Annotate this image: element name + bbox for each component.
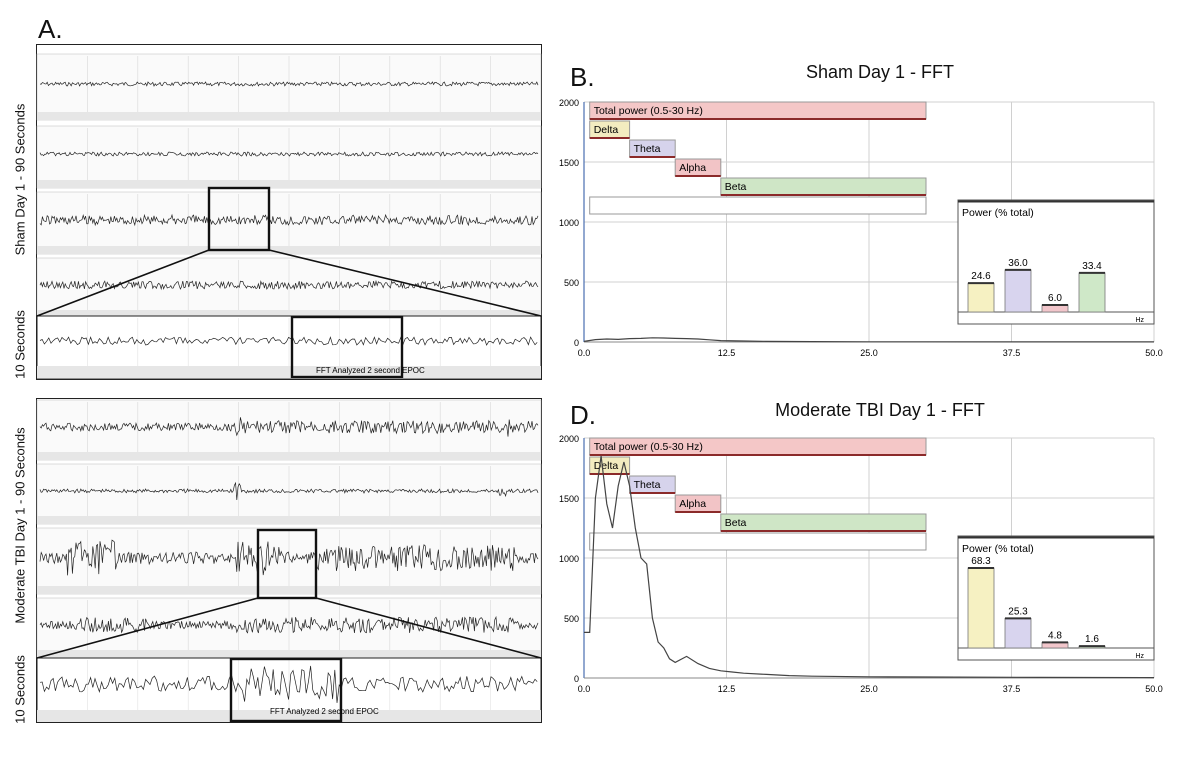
eeg-side-label-sham: Sham Day 1 - 90 Seconds xyxy=(12,103,28,256)
x-tick-label: 25.0 xyxy=(860,684,878,694)
zoom-connector-right xyxy=(268,249,542,317)
zoom-connector-left xyxy=(36,597,259,659)
zoom-connector-left xyxy=(36,249,210,317)
inset-bar-theta xyxy=(1004,269,1032,313)
empty-band-row xyxy=(589,532,927,551)
inset-value-label: 25.3 xyxy=(1008,606,1028,617)
fft-epoch-box xyxy=(290,315,404,379)
band-bar-beta xyxy=(720,177,927,196)
x-tick-label: 25.0 xyxy=(860,348,878,358)
inset-x-label: Hz xyxy=(1135,317,1144,324)
band-bar-label: Theta xyxy=(634,143,661,155)
eeg-trace xyxy=(39,151,539,157)
y-tick-label: 1000 xyxy=(559,218,579,228)
eeg-row-scrollbar xyxy=(37,310,541,318)
eeg-trace xyxy=(39,213,539,227)
eeg-side-label-tbi: Moderate TBI Day 1 - 90 Seconds xyxy=(12,427,28,624)
inset-bar-beta xyxy=(1078,272,1106,313)
y-tick-label: 0 xyxy=(574,338,579,348)
band-bar-label: Beta xyxy=(725,181,747,193)
x-tick-label: 50.0 xyxy=(1145,684,1163,694)
inset-title: Power (% total) xyxy=(962,543,1034,555)
band-bar-label: Delta xyxy=(594,124,619,136)
eeg-row-scrollbar xyxy=(37,246,541,254)
inset-bar-delta xyxy=(967,567,995,649)
inset-value-label: 68.3 xyxy=(971,556,991,567)
y-tick-label: 1500 xyxy=(559,494,579,504)
eeg-trace xyxy=(39,417,539,437)
fft-spectrum-line xyxy=(583,337,1154,343)
y-tick-label: 500 xyxy=(564,614,579,624)
zoom-label-tbi: 10 Seconds xyxy=(12,655,28,724)
eeg-trace xyxy=(39,539,539,576)
x-tick-label: 37.5 xyxy=(1003,684,1021,694)
band-bar-label: Beta xyxy=(725,517,747,529)
eeg-row-scrollbar xyxy=(37,516,541,524)
inset-bar-delta xyxy=(967,282,995,313)
x-tick-label: 0.0 xyxy=(578,684,591,694)
fft-chart-tbi: 0 500 1000 1500 2000 0.0 12.5 25.0 37.5 50.0 Total… xyxy=(559,434,1163,694)
eeg-trace xyxy=(39,615,539,634)
band-bar-label: Total power (0.5-30 Hz) xyxy=(594,441,703,453)
x-tick-label: 12.5 xyxy=(718,348,736,358)
x-tick-label: 37.5 xyxy=(1003,348,1021,358)
empty-band-row xyxy=(589,196,927,215)
y-tick-label: 2000 xyxy=(559,98,579,108)
chart-title-tbi: Moderate TBI Day 1 - FFT xyxy=(775,400,985,420)
panel-label-a: A. xyxy=(38,14,63,44)
inset-bar-theta xyxy=(1004,617,1032,649)
y-tick-label: 1500 xyxy=(559,158,579,168)
y-tick-label: 500 xyxy=(564,278,579,288)
zoom-connector-right xyxy=(315,597,542,659)
selection-box xyxy=(207,186,271,252)
x-tick-label: 0.0 xyxy=(578,348,591,358)
band-bar-label: Theta xyxy=(634,479,661,491)
band-bar-label: Alpha xyxy=(679,498,706,510)
inset-title: Power (% total) xyxy=(962,207,1034,219)
inset-value-label: 1.6 xyxy=(1085,634,1099,645)
inset-bar-alpha xyxy=(1041,304,1069,313)
eeg-trace xyxy=(39,279,539,291)
band-bar-beta xyxy=(720,513,927,532)
y-tick-label: 1000 xyxy=(559,554,579,564)
inset-x-label: Hz xyxy=(1135,653,1144,660)
selection-box xyxy=(256,528,318,600)
inset-value-label: 33.4 xyxy=(1082,261,1102,272)
band-bar-label: Alpha xyxy=(679,162,706,174)
band-bar-label: Total power (0.5-30 Hz) xyxy=(594,105,703,117)
zoom-label-sham: 10 Seconds xyxy=(12,310,28,379)
eeg-zoom-scrollbar xyxy=(37,366,541,378)
epoch-caption-tbi: FFT Analyzed 2 second EPOC xyxy=(270,707,379,716)
fft-spectrum-line xyxy=(584,455,1155,679)
inset-value-label: 24.6 xyxy=(971,271,991,282)
chart-title-sham: Sham Day 1 - FFT xyxy=(805,62,955,82)
y-tick-label: 2000 xyxy=(559,434,579,444)
epoch-caption-sham: FFT Analyzed 2 second EPOC xyxy=(316,366,425,375)
eeg-row-scrollbar xyxy=(37,586,541,594)
x-tick-label: 12.5 xyxy=(718,684,736,694)
eeg-zoom-trace xyxy=(39,665,538,703)
y-tick-label: 0 xyxy=(574,674,579,684)
eeg-zoom-trace xyxy=(39,336,538,346)
fft-epoch-box xyxy=(229,657,343,723)
eeg-panel-tbi: FFT Analyzed 2 second EPOC xyxy=(36,398,542,723)
band-bar-label: Delta xyxy=(594,460,619,472)
eeg-row-scrollbar xyxy=(37,180,541,188)
fft-chart-sham: 0 500 1000 1500 2000 0.0 12.5 25.0 37.5 50.0 Total… xyxy=(559,98,1163,358)
inset-value-label: 6.0 xyxy=(1048,293,1062,304)
eeg-row-scrollbar xyxy=(37,452,541,460)
panel-label-b: B. xyxy=(570,62,595,92)
inset-value-label: 36.0 xyxy=(1008,258,1028,269)
eeg-row-scrollbar xyxy=(37,650,541,658)
eeg-trace xyxy=(39,81,539,87)
eeg-trace xyxy=(39,481,539,501)
eeg-zoom-scrollbar xyxy=(37,710,541,722)
x-tick-label: 50.0 xyxy=(1145,348,1163,358)
panel-label-d: D. xyxy=(570,400,596,430)
eeg-row-scrollbar xyxy=(37,112,541,120)
eeg-panel-sham: FFT Analyzed 2 second EPOC xyxy=(36,44,542,380)
inset-value-label: 4.8 xyxy=(1048,630,1062,641)
